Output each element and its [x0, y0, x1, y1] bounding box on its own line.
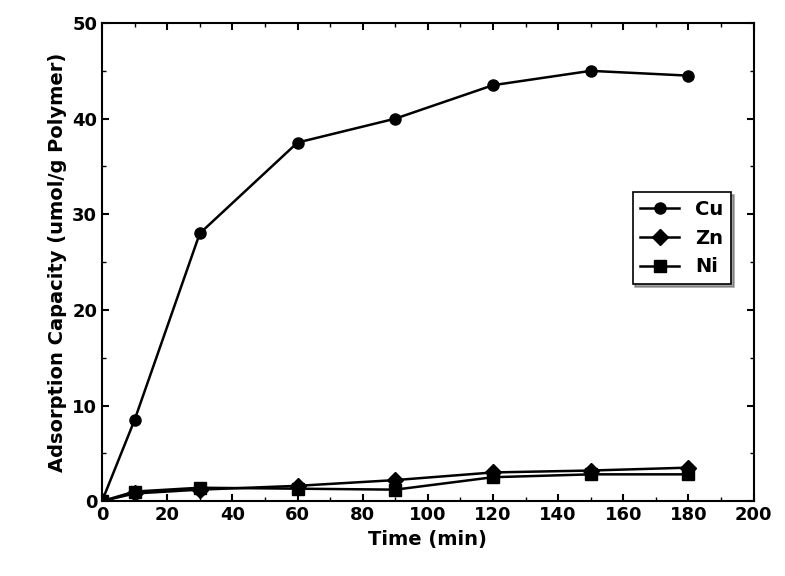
Y-axis label: Adsorption Capacity (umol/g Polymer): Adsorption Capacity (umol/g Polymer): [48, 52, 67, 472]
Line: Zn: Zn: [97, 462, 694, 507]
Ni: [130, 488, 140, 495]
Ni: [586, 471, 596, 478]
Legend: Cu, Zn, Ni: Cu, Zn, Ni: [633, 192, 731, 284]
Ni: [684, 471, 693, 478]
Zn: [293, 482, 302, 489]
Line: Ni: Ni: [97, 469, 694, 507]
Cu: [130, 416, 140, 423]
Cu: [391, 115, 400, 122]
Ni: [391, 486, 400, 493]
Zn: [684, 464, 693, 471]
Zn: [130, 490, 140, 497]
Cu: [293, 139, 302, 146]
Cu: [684, 72, 693, 79]
Zn: [586, 467, 596, 474]
Cu: [195, 230, 204, 237]
Ni: [488, 473, 498, 480]
Cu: [97, 498, 107, 505]
Ni: [97, 498, 107, 505]
Zn: [488, 469, 498, 476]
X-axis label: Time (min): Time (min): [368, 529, 487, 548]
Cu: [488, 82, 498, 89]
Zn: [195, 486, 204, 493]
Zn: [391, 476, 400, 483]
Zn: [97, 498, 107, 505]
Line: Cu: Cu: [97, 65, 694, 507]
Cu: [586, 67, 596, 74]
Ni: [293, 485, 302, 492]
Ni: [195, 484, 204, 491]
